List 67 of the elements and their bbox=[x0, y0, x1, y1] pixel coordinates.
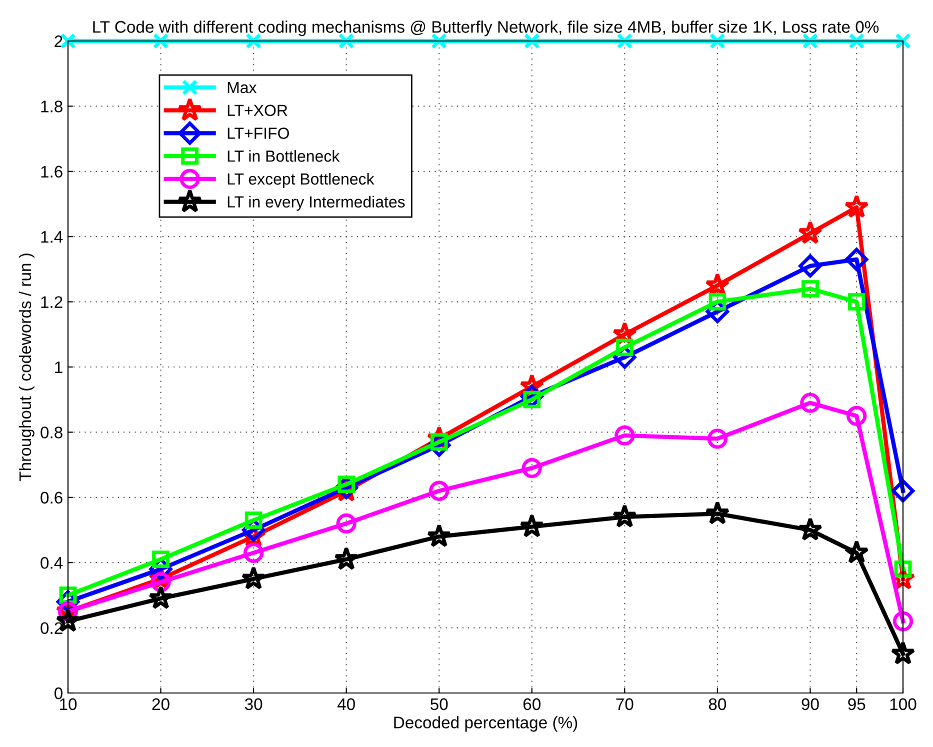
point bbox=[244, 512, 262, 529]
point bbox=[798, 517, 823, 541]
point bbox=[243, 542, 264, 563]
point bbox=[614, 425, 635, 446]
y-tick-label: 0.8 bbox=[40, 426, 62, 438]
point bbox=[848, 33, 865, 49]
point bbox=[616, 33, 633, 49]
point bbox=[148, 586, 174, 610]
point bbox=[895, 33, 911, 49]
x-tick-label: 20 bbox=[152, 698, 170, 710]
point bbox=[892, 611, 914, 632]
y-tick-label: 0.6 bbox=[40, 492, 62, 504]
y-tick-label: 0 bbox=[54, 687, 62, 700]
legend-label: LT in Bottleneck bbox=[228, 150, 340, 162]
point bbox=[802, 280, 819, 298]
x-tick-label: 70 bbox=[616, 698, 634, 710]
point bbox=[616, 338, 634, 356]
legend-label: LT except Bottleneck bbox=[228, 172, 374, 188]
point bbox=[890, 641, 916, 665]
legend-label: LT in every Intermediates bbox=[228, 196, 405, 211]
y-tick-label: 1.2 bbox=[41, 296, 62, 308]
point bbox=[844, 540, 869, 564]
point bbox=[707, 428, 728, 449]
point bbox=[802, 33, 818, 49]
point bbox=[798, 254, 822, 278]
y-tick-label: 1 bbox=[55, 362, 62, 374]
point bbox=[705, 500, 730, 524]
y-axis-title: Throughout ( codewords / run ) bbox=[18, 254, 34, 482]
point bbox=[429, 480, 450, 501]
y-tick-label: 1.6 bbox=[41, 166, 62, 178]
point bbox=[846, 406, 867, 426]
x-tick-label: 80 bbox=[708, 698, 726, 710]
x-tick-label: 10 bbox=[60, 698, 77, 710]
point bbox=[709, 33, 726, 49]
point bbox=[708, 293, 726, 310]
y-tick-label: 2 bbox=[54, 35, 62, 48]
y-tick-label: 1.8 bbox=[41, 100, 62, 112]
x-tick-label: 40 bbox=[337, 698, 355, 710]
y-tick-label: 1.4 bbox=[41, 231, 63, 243]
x-tick-label: 95 bbox=[848, 698, 866, 710]
point bbox=[844, 194, 869, 218]
y-tick-label: 0.4 bbox=[40, 557, 63, 569]
point bbox=[520, 514, 544, 538]
x-tick-label: 60 bbox=[523, 698, 541, 710]
x-axis-title: Decoded percentage (%) bbox=[394, 716, 578, 732]
point bbox=[241, 566, 266, 590]
legend-label: Max bbox=[228, 82, 257, 94]
point bbox=[894, 560, 912, 578]
legend-label: LT+XOR bbox=[228, 104, 288, 116]
x-tick-label: 90 bbox=[802, 698, 819, 710]
point bbox=[334, 546, 359, 570]
legend-label: LT+FIFO bbox=[228, 128, 289, 139]
x-tick-label: 30 bbox=[244, 698, 262, 710]
x-tick-label: 100 bbox=[890, 698, 916, 710]
point bbox=[845, 248, 868, 271]
point bbox=[800, 392, 820, 413]
x-tick-label: 50 bbox=[430, 698, 448, 710]
point bbox=[612, 504, 637, 528]
point bbox=[891, 479, 915, 502]
point bbox=[426, 524, 452, 548]
point bbox=[338, 33, 354, 49]
point bbox=[798, 220, 823, 244]
point bbox=[152, 33, 169, 49]
point bbox=[848, 293, 866, 310]
point bbox=[336, 513, 356, 534]
point bbox=[522, 458, 542, 478]
chart-title: LT Code with different coding mechanisms @ Butterfly Network, file size 4MB, buffer size 1K, Loss rate 0% bbox=[93, 20, 879, 36]
